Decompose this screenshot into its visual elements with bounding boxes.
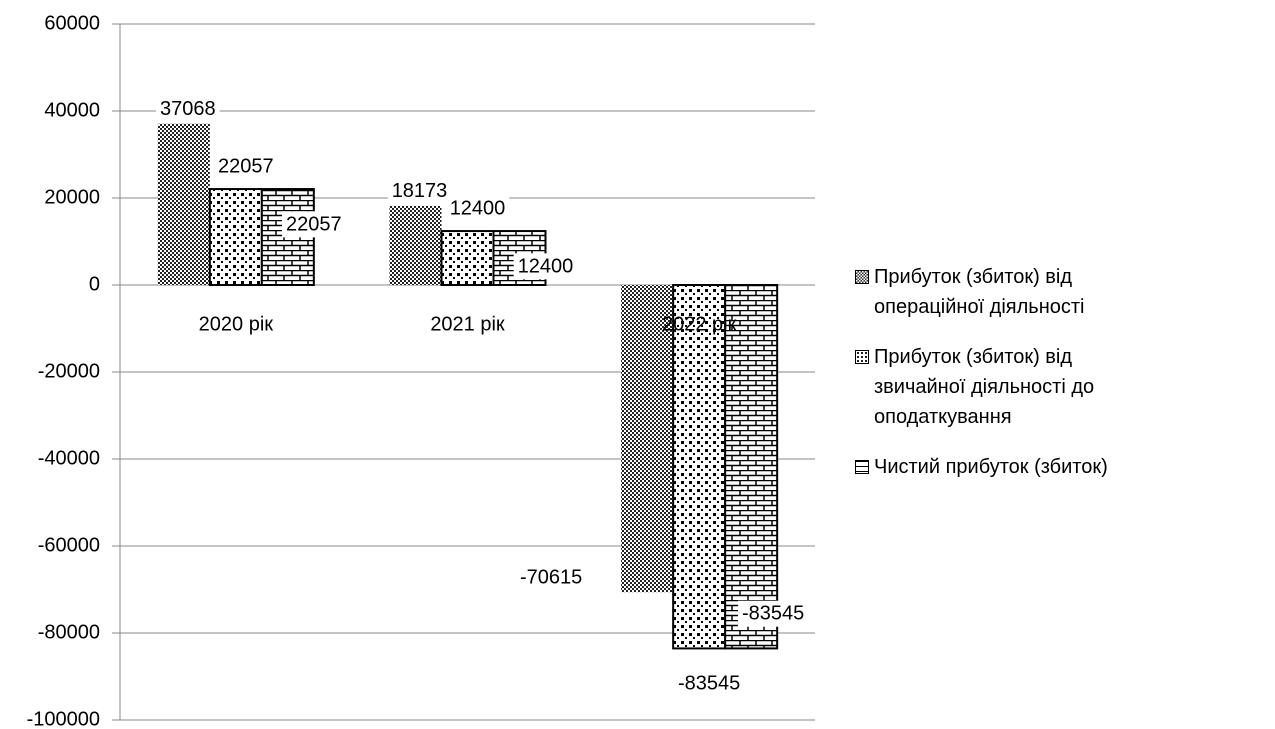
y-tick-label: -40000 [38, 447, 100, 469]
x-tick-label: 2021 рік [430, 313, 505, 335]
y-tick-label: 20000 [44, 186, 100, 208]
value-label-bg [387, 178, 452, 205]
value-label: 12400 [450, 197, 506, 219]
value-label: 12400 [518, 255, 574, 277]
y-tick-label: 0 [89, 273, 100, 295]
legend-entry: Прибуток (збиток) від звичайної діяльнос… [855, 342, 1275, 432]
y-tick-label: 60000 [44, 12, 100, 34]
y-tick-label: -60000 [38, 534, 100, 556]
legend-label: Прибуток (збиток) від звичайної діяльнос… [874, 346, 1095, 428]
legend-swatch [855, 460, 869, 474]
value-label: 37068 [160, 98, 216, 120]
value-label: -83545 [678, 673, 740, 695]
bar [157, 123, 210, 285]
value-label-bg [513, 253, 578, 280]
value-label: 22057 [286, 213, 342, 235]
legend-swatch [855, 350, 869, 364]
value-label: -70615 [520, 566, 582, 588]
value-label-bg [445, 195, 510, 222]
legend-entry: Чистий прибуток (збиток) [855, 452, 1275, 482]
x-tick-label: 2022 рік [662, 313, 737, 335]
value-label-bg [282, 211, 346, 238]
value-label: -83545 [742, 603, 804, 625]
legend: Прибуток (збиток) від операційної діяльн… [855, 262, 1275, 502]
value-label-bg [738, 600, 809, 627]
bar [672, 284, 727, 650]
legend-swatch [855, 270, 869, 284]
value-label-bg [214, 153, 278, 180]
bar [440, 230, 495, 286]
value-label-bg [674, 670, 745, 697]
bar [208, 188, 263, 286]
bar [724, 284, 779, 650]
y-tick-label: -80000 [38, 621, 100, 643]
value-label-bg [516, 564, 587, 591]
y-tick-label: 40000 [44, 99, 100, 121]
x-tick-label: 2020 рік [199, 313, 274, 335]
value-label-bg [156, 96, 220, 123]
legend-label: Чистий прибуток (збиток) [874, 456, 1108, 478]
bar [621, 285, 674, 593]
y-tick-label: -100000 [27, 708, 100, 729]
legend-entry: Прибуток (збиток) від операційної діяльн… [855, 262, 1275, 322]
legend-label: Прибуток (збиток) від операційної діяльн… [874, 266, 1085, 318]
value-label: 22057 [218, 155, 274, 177]
bar [389, 205, 442, 285]
value-label: 18173 [392, 180, 448, 202]
y-tick-label: -20000 [38, 360, 100, 382]
